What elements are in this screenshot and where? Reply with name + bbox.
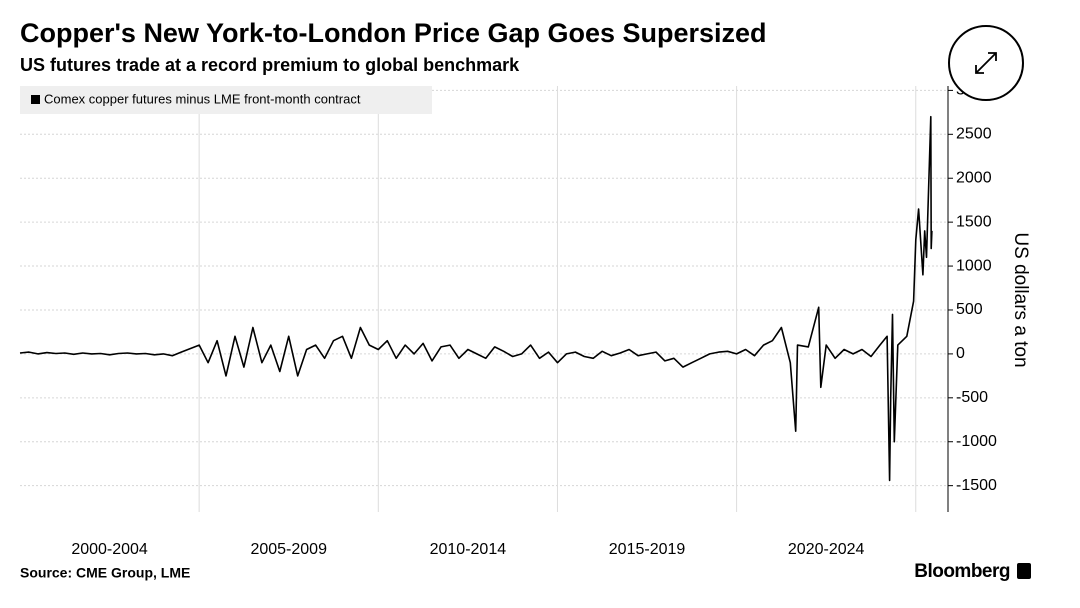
expand-button[interactable] (948, 25, 1024, 101)
y-tick-label: -1500 (956, 477, 997, 494)
legend-label: Comex copper futures minus LME front-mon… (44, 91, 361, 106)
brand-logo: Bloomberg (914, 561, 1010, 582)
y-tick-label: 1000 (956, 257, 992, 274)
x-tick-label: 2020-2024 (788, 541, 865, 558)
y-tick-label: 1500 (956, 213, 992, 230)
legend-box (20, 86, 432, 114)
y-tick-label: -1000 (956, 433, 997, 450)
legend-swatch (31, 95, 40, 104)
y-axis-label: US dollars a ton (1010, 232, 1031, 367)
chart-subtitle: US futures trade at a record premium to … (20, 55, 520, 75)
expand-icon[interactable] (975, 52, 997, 74)
y-tick-label: 500 (956, 301, 983, 318)
y-tick-label: 2500 (956, 126, 992, 143)
x-tick-label: 2000-2004 (71, 541, 148, 558)
source-note: Source: CME Group, LME (20, 565, 190, 581)
x-tick-label: 2005-2009 (250, 541, 327, 558)
chart-title: Copper's New York-to-London Price Gap Go… (20, 18, 767, 48)
x-tick-label: 2010-2014 (430, 541, 507, 558)
y-tick-label: -500 (956, 389, 988, 406)
data-line (19, 115, 933, 482)
plot-area: -1500-1000-50005001000150020002500300020… (19, 82, 997, 558)
y-tick-label: 0 (956, 345, 965, 362)
x-tick-label: 2015-2019 (609, 541, 686, 558)
brand-icon (1017, 563, 1031, 579)
y-tick-label: 2000 (956, 169, 992, 186)
